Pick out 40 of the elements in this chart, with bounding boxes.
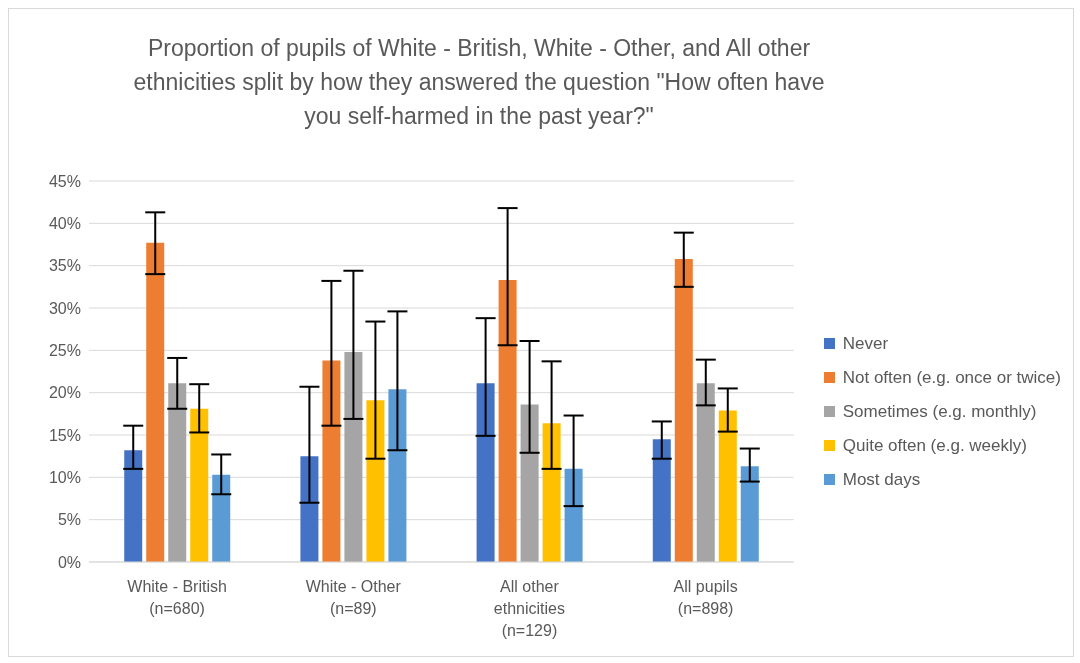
legend-label: Most days — [842, 469, 921, 490]
x-tick-label: All other ethnicities (n=129) — [493, 578, 566, 639]
bar — [146, 242, 165, 562]
bar — [300, 456, 319, 562]
bar — [212, 474, 231, 562]
y-tick-label: 40% — [48, 215, 81, 233]
bar — [740, 466, 759, 562]
y-tick-label: 15% — [48, 426, 81, 444]
bar — [498, 280, 517, 562]
x-tick-label: White - Other (n=89) — [305, 578, 402, 617]
y-tick-label: 20% — [48, 384, 81, 402]
bar — [520, 404, 539, 562]
legend-label: Not often (e.g. once or twice) — [842, 367, 1061, 388]
y-tick-label: 25% — [48, 342, 81, 360]
bar — [696, 383, 715, 562]
y-tick-label: 0% — [57, 553, 81, 571]
legend-label: Never — [842, 333, 889, 354]
bar — [344, 352, 363, 562]
y-tick-label: 5% — [57, 511, 81, 529]
legend-label: Sometimes (e.g. monthly) — [842, 401, 1037, 422]
bar — [542, 423, 561, 562]
bar — [652, 439, 671, 562]
y-tick-label: 35% — [48, 257, 81, 275]
bar — [674, 258, 693, 562]
bar — [190, 408, 209, 562]
y-tick-label: 30% — [48, 299, 81, 317]
bar — [718, 410, 737, 562]
chart-title: Proportion of pupils of White - British, White - Other, and All other ethnicities split by how they answered the question "How often have you self-harmed in the past year?" — [133, 35, 825, 129]
bar — [322, 360, 341, 562]
y-tick-label: 45% — [48, 172, 81, 190]
bar — [388, 389, 407, 562]
bar — [168, 383, 187, 562]
legend-label: Quite often (e.g. weekly) — [842, 435, 1027, 456]
bar — [124, 450, 143, 562]
y-tick-label: 10% — [48, 469, 81, 487]
bar — [476, 383, 495, 562]
bar — [366, 400, 385, 562]
x-tick-label: All pupils (n=898) — [673, 578, 738, 617]
x-tick-label: White - British (n=680) — [127, 578, 227, 617]
bar — [564, 468, 583, 562]
